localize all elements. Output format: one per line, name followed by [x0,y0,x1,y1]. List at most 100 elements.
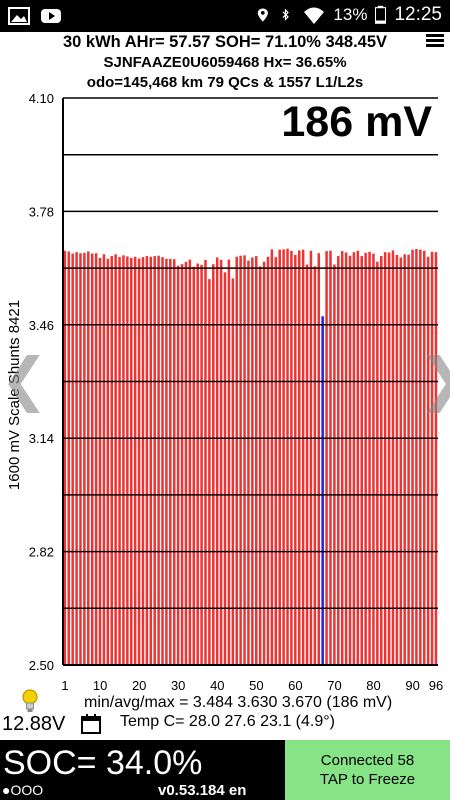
cell-bar-90 [411,249,414,666]
cell-bar-36 [200,264,203,665]
cell-bar-69 [329,250,332,666]
menu-icon[interactable] [426,32,444,50]
cell-bar-19 [133,256,137,665]
x-tick-label: 90 [405,678,419,693]
cell-bar-43 [227,259,231,665]
cell-bar-41 [219,259,223,665]
cell-bar-94 [426,256,430,665]
chart-axes [62,98,438,666]
temperature-stats: Temp C= 28.0 27.6 23.1 (4.9°) [120,713,335,730]
connection-status: Connected 58 [320,752,415,769]
x-tick-label: 80 [366,678,380,693]
cell-bar-78 [364,252,367,666]
cell-bar-23 [149,256,153,665]
cell-bar-75 [352,252,356,665]
cell-bar-17 [126,256,129,665]
cell-bar-24 [153,256,156,665]
x-tick-label: 1 [61,678,68,693]
status-bar: 13% 12:25 [0,0,450,32]
cell-bar-13 [110,256,113,665]
cell-bar-70 [333,264,336,665]
cell-bar-62 [301,249,305,666]
cell-bar-22 [145,256,149,665]
x-tick-label: 40 [210,678,224,693]
cell-bar-51 [258,266,262,665]
cell-bar-47 [243,255,246,665]
cell-bar-74 [348,255,352,665]
cell-bar-91 [415,248,418,665]
cell-bar-15 [118,257,121,665]
cell-bar-60 [294,254,297,666]
cell-bar-21 [141,257,145,665]
cell-bar-7 [87,251,90,665]
wifi-icon [304,7,325,24]
photo-icon [8,7,30,25]
y-tick-label: 2.82 [29,545,54,560]
cell-bar-4 [75,252,78,665]
y-tick-label: 3.46 [29,318,54,333]
cell-bar-72 [340,251,344,665]
app-version: v0.53.184 en [158,782,247,799]
y-tick-labels: 4.10 3.78 3.46 3.14 2.82 2.50 [29,92,54,673]
cell-bar-27 [165,258,168,665]
cell-bar-89 [407,254,410,665]
cell-bar-28 [169,258,172,665]
x-tick-label: 60 [288,678,302,693]
next-screen-icon[interactable]: ❯ [418,345,450,413]
x-tick-label: 20 [132,678,146,693]
cell-bar-58 [286,248,289,666]
cell-bar-40 [215,257,219,665]
cell-bar-32 [184,261,188,665]
cell-bar-26 [161,257,164,665]
cell-bar-56 [278,249,281,666]
cell-bar-95 [430,251,434,666]
soc-value: SOC= 34.0% [3,744,203,782]
y-axis-label: 1600 mV Scale Shunts 8421 [6,300,23,490]
cell-bar-80 [372,253,375,665]
cell-bar-77 [360,256,363,665]
header-line-2: SJNFAAZE0U6059468 Hx= 36.65% [103,54,347,71]
cell-bar-79 [368,251,371,666]
cell-bar-52 [262,261,266,665]
cell-bar-35 [196,263,199,665]
cell-bar-81 [376,261,379,665]
clock: 12:25 [394,4,442,25]
delta-voltage-display: 186 mV [281,98,432,146]
cell-bar-2 [67,251,71,665]
cell-bar-96 [434,252,438,665]
x-tick-label: 70 [327,678,341,693]
cell-bar-53 [266,256,270,665]
cell-bar-63 [305,264,309,665]
cell-bar-42 [223,272,227,665]
cell-voltage-chart[interactable]: 4.10 3.78 3.46 3.14 2.82 2.50 1 10 20 30 40 50 60 70… [0,92,450,702]
cell-bar-33 [188,259,192,665]
cell-bar-48 [247,260,250,665]
cell-bar-86 [395,254,399,666]
cell-bar-66 [317,253,321,665]
cell-bar-54 [270,249,274,665]
cell-bar-16 [122,255,125,665]
battery-icon [375,5,387,24]
cell-bar-88 [403,254,406,665]
connect-button[interactable]: Connected 58 TAP to Freeze [285,740,450,800]
cell-bar-59 [290,250,293,666]
cell-bar-49 [251,257,254,665]
header-line-3: odo=145,468 km 79 QCs & 1557 L1/L2s [86,74,364,91]
cell-bar-61 [297,250,301,665]
cell-bar-9 [94,253,98,665]
x-tick-label: 50 [249,678,263,693]
cell-bar-45 [235,256,238,665]
calendar-icon[interactable] [80,713,102,735]
cell-bar-10 [98,257,102,665]
freeze-label: TAP to Freeze [319,771,416,788]
cell-bar-83 [383,252,387,665]
cell-bar-11 [102,254,106,665]
bluetooth-icon [282,8,290,21]
cell-bar-8 [90,253,94,665]
cell-bar-65 [313,266,317,665]
previous-screen-icon[interactable]: ❮ [0,347,49,412]
cell-bar-39 [212,264,215,665]
header-line-1: 30 kWh AHr= 57.57 SOH= 71.10% 348.45V [62,33,388,51]
cell-bar-64 [309,250,313,666]
cell-bar-57 [282,249,285,665]
